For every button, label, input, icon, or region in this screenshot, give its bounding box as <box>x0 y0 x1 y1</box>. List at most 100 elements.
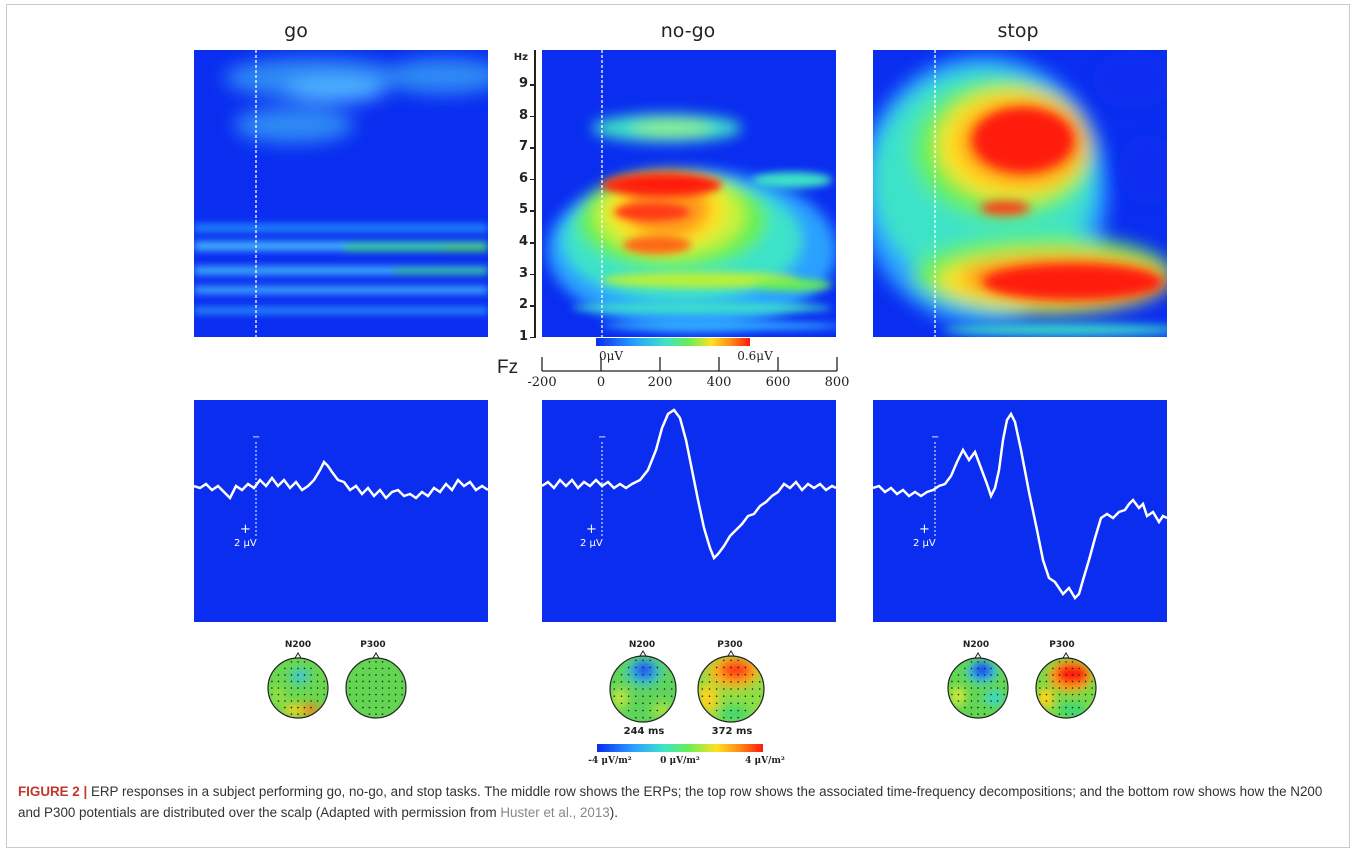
electrode-dot <box>375 680 377 683</box>
electrode-dot <box>649 688 651 690</box>
time-tick-label: 600 <box>765 375 791 390</box>
electrode-dot <box>996 700 999 702</box>
panel-title-go: go <box>284 20 308 42</box>
topo-time-n200-nogo: 244 ms <box>623 726 665 737</box>
electrode-dot <box>708 688 711 690</box>
hz-tick-mark <box>530 147 536 149</box>
electrode-dot <box>649 673 651 676</box>
electrode-dot <box>970 680 973 683</box>
electrode-dot <box>649 666 651 669</box>
tf-colorbar <box>596 338 750 346</box>
hz-tick-label: 2 <box>518 297 528 313</box>
electrode-dot <box>670 681 673 683</box>
electrode-dot <box>990 693 992 696</box>
caption-reference-link[interactable]: Huster et al., 2013 <box>500 805 610 820</box>
erp-plot-stop: − + 2 μV <box>873 400 1167 622</box>
electrode-dot <box>970 693 973 696</box>
electrode-dot <box>1065 713 1067 715</box>
electrode-dot <box>715 666 718 669</box>
electrode-dot <box>656 688 659 690</box>
electrode-dot <box>730 695 732 697</box>
electrode-dot <box>951 687 953 689</box>
electrode-dot <box>388 687 390 689</box>
hz-axis-line <box>534 50 536 337</box>
electrode-dot <box>990 674 992 676</box>
electrode-dot <box>970 674 973 676</box>
electrode-dot <box>627 673 630 676</box>
electrode-dot <box>744 681 747 683</box>
electrode-dot <box>1065 661 1067 663</box>
electrode-dot <box>977 700 979 702</box>
tf-plot-stop <box>873 50 1167 337</box>
electrode-dot <box>1065 700 1067 702</box>
electrode-dot <box>1065 687 1067 689</box>
electrode-dot <box>996 687 999 689</box>
hz-tick-label: 8 <box>518 107 528 123</box>
electrode-dot <box>715 695 718 697</box>
electrode-dot <box>977 661 979 663</box>
electrode-dot <box>401 680 403 683</box>
electrode-dot <box>316 680 319 683</box>
electrode-dot <box>751 695 754 697</box>
electrode-dot <box>290 687 293 689</box>
time-tick-label: -200 <box>527 375 557 390</box>
electrode-dot <box>649 695 651 697</box>
electrode-dot <box>375 706 377 709</box>
electrode-dot <box>642 666 644 669</box>
electrode-dot <box>730 709 732 712</box>
electrode-dot <box>663 673 666 676</box>
erp-scale-plus: + <box>919 522 930 537</box>
electrode-dot <box>310 706 312 709</box>
topo-colorbar <box>597 744 763 752</box>
electrode-dot <box>388 693 390 696</box>
electrode-dot <box>656 673 659 676</box>
electrode-dot <box>635 716 637 719</box>
electrode-dot <box>362 687 364 689</box>
electrode-dot <box>737 673 739 676</box>
electrode-dot <box>381 700 384 702</box>
electrode-dot <box>983 700 986 702</box>
electrode-dot <box>290 674 293 676</box>
electrode-dot <box>730 659 732 662</box>
electrode-dot <box>737 709 739 712</box>
topo-colorbar-mid: 0 μV/m² <box>660 756 700 766</box>
electrode-dot <box>290 661 293 663</box>
electrode-dot <box>290 693 293 696</box>
electrode-dot <box>996 680 999 683</box>
electrode-dot <box>368 693 371 696</box>
electrode-dot <box>355 680 358 683</box>
topo-label-n200-go: N200 <box>284 640 312 650</box>
erp-scale-label: 2 μV <box>913 538 936 549</box>
electrode-dot <box>368 680 371 683</box>
electrode-dot <box>730 688 732 690</box>
electrode-dot <box>375 700 377 702</box>
electrode-dot <box>656 695 659 697</box>
electrode-dot <box>381 680 384 683</box>
caption-text: ERP responses in a subject performing go… <box>18 784 1323 820</box>
electrode-dot <box>977 687 979 689</box>
topo-head-stop-n200 <box>947 652 1009 719</box>
erp-scale-plus: + <box>586 522 597 537</box>
hz-tick-label: 3 <box>518 265 528 281</box>
electrode-dot <box>990 687 992 689</box>
hz-tick-mark <box>530 178 536 181</box>
electrode-dot <box>271 687 273 689</box>
electrode-dot <box>303 713 306 715</box>
topo-head-stop-p300 <box>1035 652 1097 719</box>
electrode-dot <box>1084 700 1087 702</box>
electrode-dot <box>990 667 992 670</box>
electrode-dot <box>297 713 299 715</box>
electrode-dot <box>1078 667 1080 670</box>
electrode-dot <box>635 673 637 676</box>
electrode-dot <box>737 702 739 705</box>
electrode-dot <box>723 681 725 683</box>
electrode-dot <box>627 702 630 705</box>
electrode-dot <box>303 661 306 663</box>
electrode-dot <box>1078 680 1080 683</box>
electrode-dot <box>1071 713 1074 715</box>
electrode-dot <box>297 667 299 670</box>
electrode-dot <box>1058 680 1061 683</box>
hz-tick-label: 9 <box>518 76 528 91</box>
electrode-dot <box>284 706 286 709</box>
electrode-dot <box>1052 687 1054 689</box>
